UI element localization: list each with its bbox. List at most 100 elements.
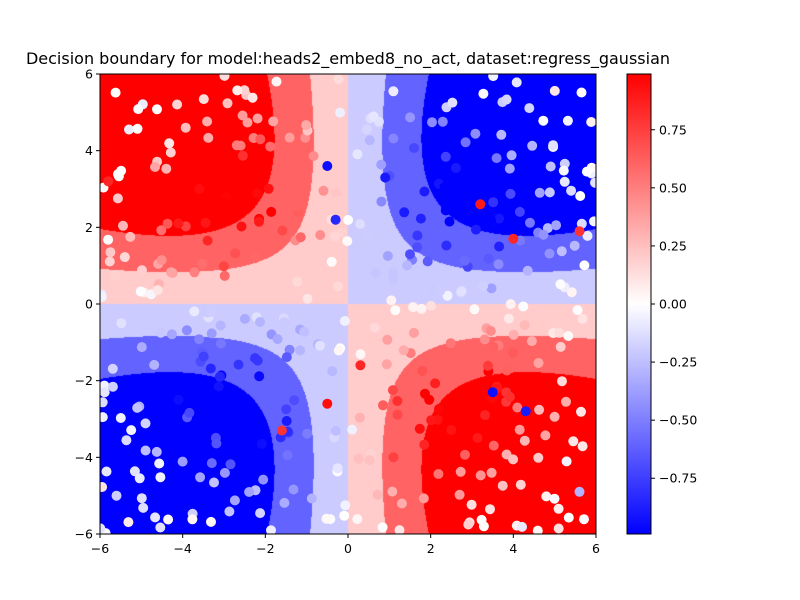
data-point <box>254 216 264 227</box>
data-point <box>504 392 515 402</box>
data-point <box>100 482 108 492</box>
data-point <box>532 525 543 534</box>
data-point <box>306 493 317 504</box>
data-point <box>104 256 115 267</box>
data-point <box>554 327 565 338</box>
x-axis: −6 −4 −2 0 2 4 6 <box>91 534 600 556</box>
data-point <box>553 523 564 534</box>
data-point <box>299 326 310 337</box>
data-point <box>483 253 494 264</box>
data-point <box>388 274 399 284</box>
data-point <box>284 132 295 143</box>
data-point <box>455 466 466 477</box>
data-point <box>198 351 209 362</box>
data-point <box>277 225 288 236</box>
data-point <box>100 387 110 398</box>
data-point <box>574 486 585 497</box>
data-point <box>381 359 392 370</box>
data-point <box>314 340 325 351</box>
data-point <box>525 217 535 228</box>
data-point <box>110 270 121 281</box>
data-point <box>250 252 261 263</box>
data-point <box>562 115 573 126</box>
data-point <box>390 305 401 316</box>
data-point <box>422 256 433 267</box>
data-point <box>219 270 230 281</box>
data-point <box>447 97 458 108</box>
data-point <box>364 455 375 465</box>
data-point <box>470 128 481 139</box>
data-point <box>387 486 398 497</box>
data-point <box>152 285 163 296</box>
data-point <box>173 394 184 405</box>
data-point <box>566 185 577 196</box>
data-point <box>524 103 535 114</box>
data-point <box>164 138 175 149</box>
data-point <box>352 514 363 525</box>
data-point <box>112 193 123 204</box>
data-point <box>494 241 505 252</box>
data-point <box>279 497 290 508</box>
data-point <box>527 140 538 151</box>
data-point <box>553 503 564 514</box>
data-point <box>378 400 388 411</box>
data-point <box>514 424 525 435</box>
data-point <box>107 381 118 392</box>
data-point <box>456 286 467 297</box>
data-point <box>352 149 363 160</box>
data-point <box>427 284 438 294</box>
y-tick-label: −2 <box>75 373 93 388</box>
data-point <box>187 514 198 525</box>
data-point <box>184 407 195 418</box>
data-point <box>282 450 293 461</box>
data-point <box>590 177 596 188</box>
data-point <box>459 255 470 266</box>
data-point <box>242 117 253 128</box>
data-point <box>526 336 537 347</box>
data-point <box>237 150 248 161</box>
data-point <box>202 235 213 246</box>
data-point <box>215 338 226 349</box>
data-point <box>116 165 127 176</box>
data-point <box>396 498 407 509</box>
data-point <box>116 318 127 329</box>
data-point <box>125 231 136 242</box>
data-point <box>460 449 470 460</box>
data-point <box>445 338 456 349</box>
data-point <box>111 490 122 501</box>
data-point <box>205 363 216 374</box>
data-point <box>412 242 423 253</box>
colorbar-tick-label: 0.50 <box>659 180 687 195</box>
y-tick-label: 4 <box>85 143 93 158</box>
data-point <box>549 85 560 96</box>
data-point <box>415 213 426 224</box>
data-point <box>155 327 166 338</box>
data-point <box>437 116 448 127</box>
data-point <box>288 484 299 495</box>
data-point <box>322 398 333 409</box>
data-point <box>582 230 593 241</box>
data-point <box>445 195 456 206</box>
data-point <box>394 525 405 534</box>
data-point <box>380 172 391 183</box>
data-point <box>387 385 398 396</box>
data-point <box>239 85 250 96</box>
data-point <box>534 187 545 198</box>
data-point <box>534 404 545 415</box>
data-point <box>247 175 258 186</box>
data-point <box>189 267 200 278</box>
data-point <box>214 371 225 382</box>
data-point <box>541 491 552 502</box>
y-tick-label: 0 <box>85 297 93 312</box>
data-point <box>418 493 429 504</box>
data-point <box>318 185 329 196</box>
data-point <box>229 495 240 506</box>
data-point <box>165 147 176 158</box>
data-point <box>494 213 505 224</box>
data-point <box>332 195 343 206</box>
data-point <box>419 439 430 450</box>
data-point <box>533 358 544 368</box>
data-point <box>472 432 483 443</box>
data-point <box>105 247 116 258</box>
data-point <box>136 493 147 504</box>
